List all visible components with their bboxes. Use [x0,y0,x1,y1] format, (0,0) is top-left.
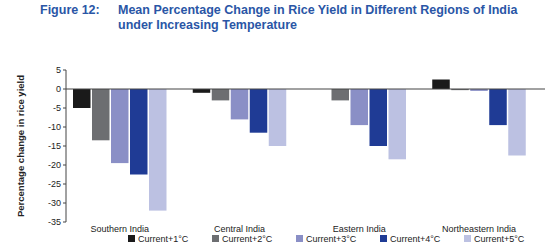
bar [130,89,148,175]
y-tick-label: -25 [48,179,61,189]
y-tick-label: -20 [48,160,61,170]
legend-swatch [212,235,219,242]
legend-swatch [296,235,303,242]
bar [370,89,388,146]
y-tick [63,89,66,90]
y-tick-label: 0 [56,84,61,94]
legend-label: Current+4°C [390,234,441,244]
y-tick-label: 5 [56,65,61,75]
bar [269,89,287,146]
bar [351,89,369,125]
legend-swatch [128,235,135,242]
title: under Increasing Temperature [118,18,297,32]
bar [489,89,507,125]
bars [73,80,526,211]
bar [508,89,526,156]
legend-swatch [380,235,387,242]
bar [193,89,211,93]
legend-label: Current+1°C [138,234,189,244]
y-tick-label: -10 [48,122,61,132]
y-tick-label: -5 [53,103,61,113]
y-tick [63,146,66,147]
bar [250,89,268,133]
figure-label: Figure 12: [40,3,100,17]
bar [389,89,407,159]
y-tick [63,222,66,223]
legend-swatch [464,235,471,242]
category-label: Southern India [90,224,149,234]
category-label: Northeastern India [442,224,516,234]
y-tick [63,165,66,166]
bar [212,89,230,100]
y-tick [63,70,66,71]
bar [92,89,110,140]
y-axis-label: Percentage change in rice yield [15,75,26,217]
zero-line [66,89,545,90]
legend-label: Current+3°C [306,234,357,244]
bar [111,89,129,163]
category-label: Central India [214,224,265,234]
y-tick [63,108,66,109]
y-tick [63,203,66,204]
legend-label: Current+2°C [222,234,273,244]
y-tick [63,127,66,128]
legend-label: Current+5°C [474,234,525,244]
y-tick-label: -30 [48,198,61,208]
bar [432,80,450,90]
bar [332,89,350,100]
title: Mean Percentage Change in Rice Yield in … [118,3,518,17]
y-tick-label: -15 [48,141,61,151]
bar [73,89,91,108]
bar [231,89,249,119]
y-tick-label: -35 [48,217,61,227]
category-label: Eastern India [333,224,386,234]
bar [149,89,167,211]
chart: Figure 12: Mean Percentage Change in Rice… [0,0,549,250]
y-tick [63,184,66,185]
